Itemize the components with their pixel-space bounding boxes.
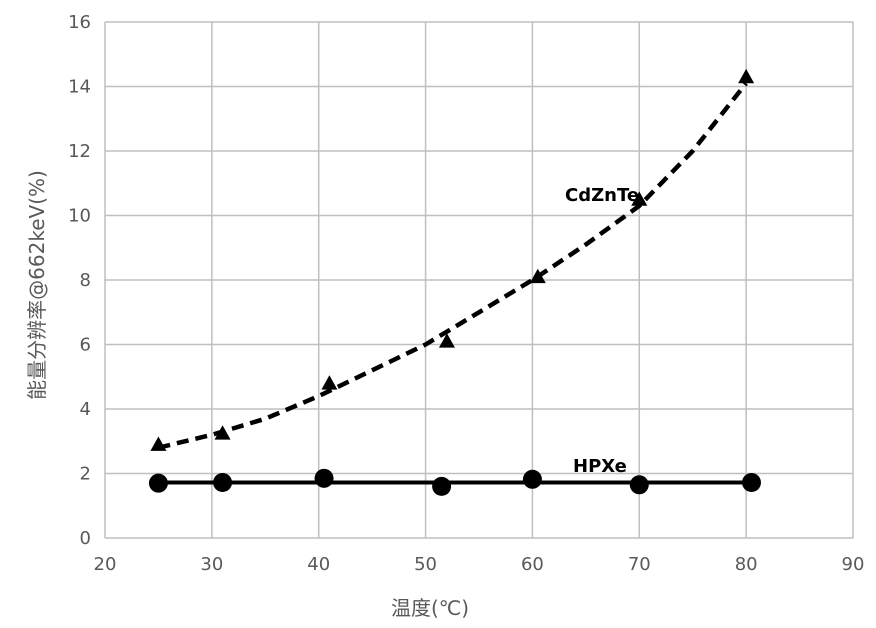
x-tick-label: 50 [414, 554, 437, 575]
x-tick-label: 80 [735, 554, 758, 575]
y-tick-label: 2 [80, 464, 91, 485]
x-tick-label: 90 [842, 554, 865, 575]
cdznte-point [738, 68, 755, 84]
x-tick-label: 70 [628, 554, 651, 575]
x-tick-label: 20 [94, 554, 117, 575]
y-tick-label: 16 [68, 12, 91, 33]
cdznte-point [150, 436, 167, 451]
x-tick-label: 30 [200, 554, 223, 575]
x-axis-title: 温度(℃) [391, 596, 469, 620]
series-label-hpxe: HPXe [573, 456, 627, 477]
cdznte-point [321, 375, 338, 390]
series-lines [157, 81, 752, 485]
cdznte-point [631, 191, 648, 206]
series-label-cdznte: CdZnTe [565, 185, 639, 206]
y-tick-label: 8 [80, 270, 91, 291]
y-axis-title: 能量分辨率@662keV(%) [25, 170, 49, 400]
cdznte-point [529, 268, 546, 284]
hpxe-point [148, 473, 168, 493]
tick-labels: 20 30 40 50 60 70 80 90 0 2 4 6 8 10 12 14 16 [68, 12, 864, 575]
hpxe-point [314, 468, 334, 488]
y-tick-label: 4 [80, 399, 91, 420]
hpxe-point [213, 473, 233, 493]
y-tick-label: 6 [80, 335, 91, 356]
series-labels: CdZnTe HPXe [565, 185, 639, 477]
cdznte-point [214, 425, 231, 440]
y-tick-label: 0 [80, 528, 91, 549]
x-tick-label: 60 [521, 554, 544, 575]
hpxe-point [741, 473, 761, 493]
hpxe-point [522, 469, 542, 489]
y-tick-label: 10 [68, 206, 91, 227]
cdznte-trend-line [157, 81, 748, 450]
hpxe-point [629, 475, 649, 495]
x-tick-label: 40 [307, 554, 330, 575]
hpxe-point [432, 476, 452, 496]
y-tick-label: 12 [68, 141, 91, 162]
series-markers [148, 68, 761, 496]
y-tick-label: 14 [68, 77, 91, 98]
cdznte-point [438, 333, 455, 348]
grid [104, 21, 854, 539]
